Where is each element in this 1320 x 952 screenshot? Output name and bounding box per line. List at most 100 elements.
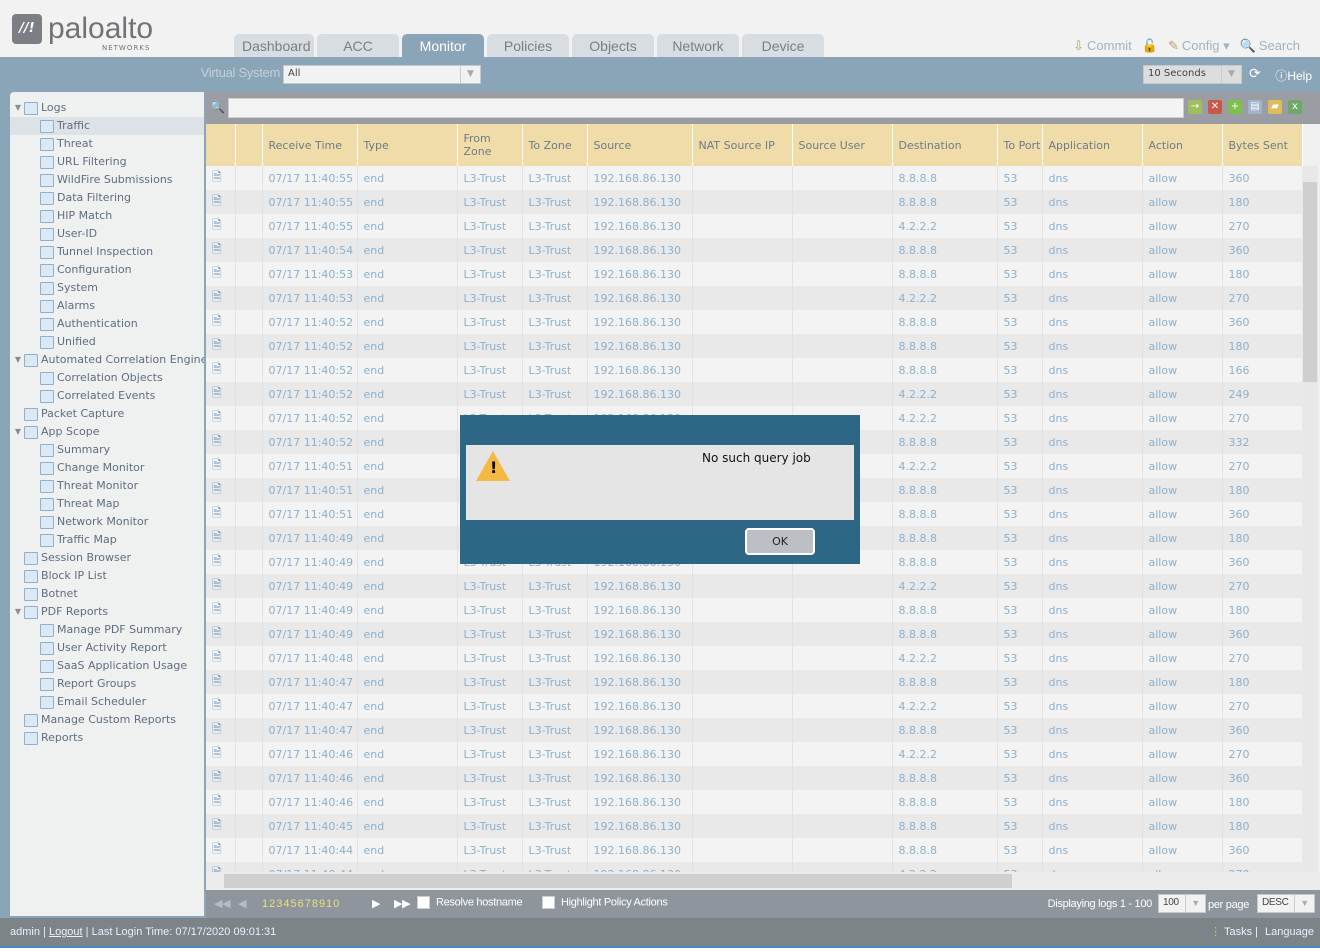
sidebar-item-logs[interactable]: ▼ Logs xyxy=(10,99,204,117)
logout-link[interactable]: Logout xyxy=(48,926,83,938)
detail-view-icon[interactable]: 🗎 xyxy=(206,502,236,526)
detail-view-icon[interactable]: 🗎 xyxy=(206,694,236,718)
resolve-hostname-checkbox[interactable]: Resolve hostname xyxy=(417,896,523,909)
detail-view-icon[interactable]: 🗎 xyxy=(206,334,236,358)
magnifier-detail-icon[interactable]: 🗎 xyxy=(212,481,222,496)
table-row[interactable]: 🗎 07/17 11:40:55 end L3-Trust L3-Trust 192.16… xyxy=(206,190,1303,214)
sidebar-item-summary[interactable]: Summary xyxy=(10,441,204,459)
sidebar-item-correlated-events[interactable]: Correlated Events xyxy=(10,387,204,405)
export-excel-icon[interactable]: x xyxy=(1288,100,1302,114)
magnifier-detail-icon[interactable]: 🗎 xyxy=(212,553,222,568)
tab-objects[interactable]: Objects xyxy=(572,34,654,57)
sidebar-item-unified[interactable]: Unified xyxy=(10,333,204,351)
tab-policies[interactable]: Policies xyxy=(487,34,569,57)
magnifier-detail-icon[interactable]: 🗎 xyxy=(212,361,222,376)
expand-toggle-icon[interactable]: ▼ xyxy=(14,355,22,364)
detail-view-icon[interactable]: 🗎 xyxy=(206,454,236,478)
sidebar-item-botnet[interactable]: Botnet xyxy=(10,585,204,603)
sidebar-item-configuration[interactable]: Configuration xyxy=(10,261,204,279)
refresh-interval-select[interactable]: 10 Seconds ▼ xyxy=(1143,65,1242,84)
commit-link[interactable]: ⇩ Commit xyxy=(1073,38,1132,54)
detail-view-icon[interactable]: 🗎 xyxy=(206,238,236,262)
detail-view-icon[interactable]: 🗎 xyxy=(206,430,236,454)
sidebar-item-hip-match[interactable]: HIP Match xyxy=(10,207,204,225)
detail-view-icon[interactable]: 🗎 xyxy=(206,790,236,814)
magnifier-detail-icon[interactable]: 🗎 xyxy=(212,625,222,640)
detail-view-icon[interactable]: 🗎 xyxy=(206,382,236,406)
table-row[interactable]: 🗎 07/17 11:40:55 end L3-Trust L3-Trust 192.16… xyxy=(206,166,1303,190)
table-row[interactable]: 🗎 07/17 11:40:45 end L3-Trust L3-Trust 192.16… xyxy=(206,814,1303,838)
magnifier-detail-icon[interactable]: 🗎 xyxy=(212,409,222,424)
lock-icon[interactable]: 🔓 xyxy=(1141,38,1158,53)
magnifier-detail-icon[interactable]: 🗎 xyxy=(212,433,222,448)
table-row[interactable]: 🗎 07/17 11:40:47 end L3-Trust L3-Trust 192.16… xyxy=(206,694,1303,718)
sidebar-item-correlation-objects[interactable]: Correlation Objects xyxy=(10,369,204,387)
column-header[interactable]: From Zone xyxy=(457,124,523,166)
table-row[interactable]: 🗎 07/17 11:40:53 end L3-Trust L3-Trust 192.16… xyxy=(206,286,1303,310)
column-header[interactable]: NAT Source IP xyxy=(692,124,793,166)
detail-view-icon[interactable]: 🗎 xyxy=(206,574,236,598)
sidebar-item-user-activity-report[interactable]: User Activity Report xyxy=(10,639,204,657)
config-menu[interactable]: ✎ Config ▾ xyxy=(1167,38,1230,53)
sidebar-item-email-scheduler[interactable]: Email Scheduler xyxy=(10,693,204,711)
column-header[interactable]: Source xyxy=(587,124,693,166)
magnifier-detail-icon[interactable]: 🗎 xyxy=(212,529,222,544)
language-link[interactable]: Language xyxy=(1265,926,1314,938)
column-header[interactable]: To Port xyxy=(997,124,1043,166)
tab-acc[interactable]: ACC xyxy=(317,34,399,57)
magnifier-detail-icon[interactable]: 🗎 xyxy=(212,193,222,208)
sidebar-item-wildfire-submissions[interactable]: WildFire Submissions xyxy=(10,171,204,189)
table-row[interactable]: 🗎 07/17 11:40:46 end L3-Trust L3-Trust 192.16… xyxy=(206,742,1303,766)
detail-view-icon[interactable]: 🗎 xyxy=(206,262,236,286)
highlight-policy-checkbox[interactable]: Highlight Policy Actions xyxy=(542,896,668,909)
sidebar-item-system[interactable]: System xyxy=(10,279,204,297)
magnifier-detail-icon[interactable]: 🗎 xyxy=(212,697,222,712)
magnifier-detail-icon[interactable]: 🗎 xyxy=(212,841,222,856)
sidebar-item-traffic-map[interactable]: Traffic Map xyxy=(10,531,204,549)
table-row[interactable]: 🗎 07/17 11:40:47 end L3-Trust L3-Trust 192.16… xyxy=(206,670,1303,694)
sidebar-item-threat-map[interactable]: Threat Map xyxy=(10,495,204,513)
apply-filter-icon[interactable]: → xyxy=(1188,100,1202,114)
detail-view-icon[interactable]: 🗎 xyxy=(206,814,236,838)
prev-page-icon[interactable]: ◀ xyxy=(238,898,247,910)
table-row[interactable]: 🗎 07/17 11:40:46 end L3-Trust L3-Trust 192.16… xyxy=(206,766,1303,790)
ok-button[interactable]: OK xyxy=(745,528,815,555)
sidebar-item-automated-correlation-engine[interactable]: ▼ Automated Correlation Engine xyxy=(10,351,204,369)
sidebar-item-block-ip-list[interactable]: Block IP List xyxy=(10,567,204,585)
detail-view-icon[interactable]: 🗎 xyxy=(206,478,236,502)
detail-view-icon[interactable]: 🗎 xyxy=(206,838,236,862)
magnifier-detail-icon[interactable]: 🗎 xyxy=(212,457,222,472)
tasks-link[interactable]: Tasks xyxy=(1223,926,1253,938)
column-header[interactable] xyxy=(235,124,263,166)
magnifier-detail-icon[interactable]: 🗎 xyxy=(212,673,222,688)
detail-view-icon[interactable]: 🗎 xyxy=(206,406,236,430)
magnifier-detail-icon[interactable]: 🗎 xyxy=(212,601,222,616)
tab-dashboard[interactable]: Dashboard xyxy=(234,34,314,57)
detail-view-icon[interactable]: 🗎 xyxy=(206,622,236,646)
column-header[interactable]: To Zone xyxy=(522,124,588,166)
detail-view-icon[interactable]: 🗎 xyxy=(206,766,236,790)
column-header[interactable]: Destination xyxy=(892,124,998,166)
clear-filter-icon[interactable]: ✕ xyxy=(1208,100,1222,114)
next-page-icon[interactable]: ▶ xyxy=(372,898,381,910)
scroll-thumb[interactable] xyxy=(224,874,1012,888)
magnifier-detail-icon[interactable]: 🗎 xyxy=(212,265,222,280)
sidebar-item-tunnel-inspection[interactable]: Tunnel Inspection xyxy=(10,243,204,261)
detail-view-icon[interactable]: 🗎 xyxy=(206,670,236,694)
first-page-icon[interactable]: ◀◀ xyxy=(214,898,231,910)
expand-toggle-icon[interactable]: ▼ xyxy=(14,427,22,436)
detail-view-icon[interactable]: 🗎 xyxy=(206,190,236,214)
vertical-scrollbar[interactable] xyxy=(1302,166,1318,872)
sidebar-item-user-id[interactable]: User-ID xyxy=(10,225,204,243)
detail-view-icon[interactable]: 🗎 xyxy=(206,550,236,574)
column-header[interactable] xyxy=(206,124,236,166)
detail-view-icon[interactable]: 🗎 xyxy=(206,742,236,766)
sidebar-item-data-filtering[interactable]: Data Filtering xyxy=(10,189,204,207)
detail-view-icon[interactable]: 🗎 xyxy=(206,166,236,190)
tab-network[interactable]: Network xyxy=(657,34,739,57)
detail-view-icon[interactable]: 🗎 xyxy=(206,598,236,622)
help-button[interactable]: ⓘHelp xyxy=(1275,67,1312,84)
